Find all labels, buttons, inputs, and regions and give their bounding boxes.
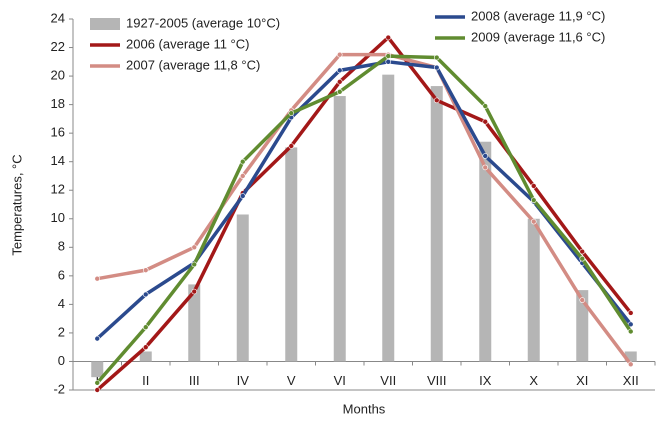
line <box>95 54 633 385</box>
x-tick-label: II <box>142 373 149 388</box>
bar <box>624 351 637 362</box>
point <box>336 78 343 85</box>
y-tick-label: -2 <box>53 381 65 396</box>
point <box>627 321 634 328</box>
point <box>94 387 101 393</box>
legend-label: 2008 (average 11,9 °C) <box>471 8 605 23</box>
bar <box>527 218 540 362</box>
y-tick-label: 20 <box>51 68 65 83</box>
point <box>191 261 198 268</box>
legend-label: 2006 (average 11 °C) <box>126 36 249 51</box>
point <box>579 248 586 255</box>
line <box>96 52 633 366</box>
point <box>191 244 198 251</box>
point <box>239 193 246 199</box>
line <box>96 35 633 392</box>
y-tick-label: 22 <box>51 39 65 54</box>
legend-label: 2007 (average 11,8 °C) <box>126 57 260 72</box>
point <box>385 53 392 59</box>
point <box>579 297 586 303</box>
bar <box>91 361 104 378</box>
x-axis-label: Months <box>343 401 386 416</box>
line <box>96 60 633 340</box>
y-tick-label: 24 <box>51 10 65 25</box>
legend-swatch <box>90 18 120 30</box>
x-tick-label: IV <box>237 373 250 388</box>
point <box>239 173 246 179</box>
point <box>336 51 343 58</box>
point <box>94 380 101 386</box>
y-tick-label: 0 <box>58 353 65 368</box>
y-tick-label: 16 <box>51 125 65 140</box>
point <box>94 275 101 282</box>
point <box>288 110 295 116</box>
y-tick-label: 18 <box>51 96 65 111</box>
x-tick-label: VIII <box>427 373 447 388</box>
point <box>385 59 392 65</box>
point <box>191 288 198 295</box>
point <box>530 197 537 204</box>
bar <box>236 214 249 362</box>
point <box>385 34 392 41</box>
x-tick-label: VI <box>334 373 346 388</box>
point <box>142 291 149 298</box>
point <box>142 344 149 350</box>
bar <box>188 284 201 362</box>
bar <box>382 74 395 362</box>
point <box>142 267 149 273</box>
legend-label: 2009 (average 11,6 °C) <box>471 29 605 44</box>
point <box>433 54 440 61</box>
y-tick-label: 2 <box>58 324 65 339</box>
point <box>142 324 149 331</box>
point <box>482 103 489 109</box>
y-tick-label: 4 <box>58 296 65 311</box>
x-tick-label: VII <box>380 373 396 388</box>
y-tick-label: 6 <box>58 267 65 282</box>
x-tick-label: X <box>529 373 538 388</box>
point <box>482 164 489 171</box>
bar <box>285 147 298 362</box>
y-axis-label: Temperatures, °C <box>9 154 24 255</box>
point <box>482 118 489 125</box>
y-tick-label: 12 <box>51 182 65 197</box>
x-tick-label: III <box>189 373 200 388</box>
legend-label: 1927-2005 (average 10°C) <box>126 15 280 30</box>
x-tick-label: XII <box>623 373 639 388</box>
point <box>482 153 489 159</box>
x-tick-label: IX <box>479 373 492 388</box>
point <box>288 143 295 149</box>
point <box>433 97 440 104</box>
point <box>433 64 440 71</box>
y-tick-label: 8 <box>58 239 65 254</box>
bar <box>576 290 589 362</box>
y-tick-label: 14 <box>51 153 65 168</box>
bar <box>139 351 152 362</box>
point <box>530 183 537 189</box>
point <box>627 310 634 316</box>
x-tick-label: XI <box>576 373 588 388</box>
point <box>579 255 586 262</box>
point <box>627 328 634 335</box>
bar <box>430 86 443 362</box>
point <box>94 335 101 342</box>
point <box>530 218 537 225</box>
point <box>239 158 246 165</box>
bar <box>479 141 492 362</box>
y-tick-label: 10 <box>51 210 65 225</box>
point <box>336 88 343 95</box>
point <box>336 67 343 74</box>
point <box>627 361 634 368</box>
x-tick-label: V <box>287 373 296 388</box>
bar <box>333 96 346 362</box>
